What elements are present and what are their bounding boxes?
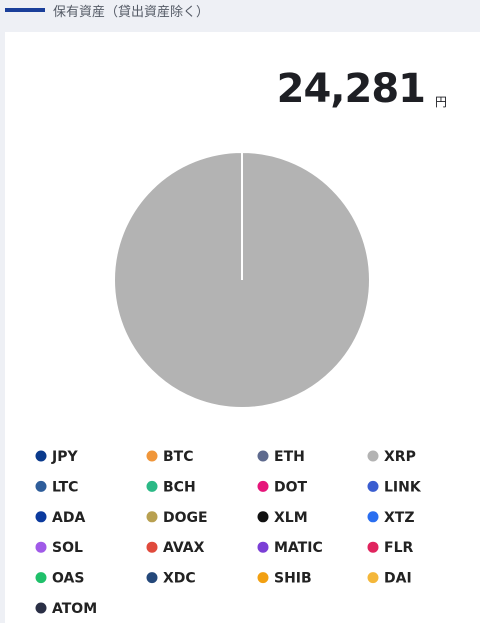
legend-marker bbox=[367, 511, 379, 523]
legend-marker bbox=[257, 572, 269, 584]
total-amount: 24,281 bbox=[276, 66, 426, 112]
legend-marker bbox=[35, 602, 47, 614]
legend-label: AVAX bbox=[163, 540, 205, 556]
legend-label: SOL bbox=[52, 540, 83, 556]
legend-marker bbox=[35, 511, 47, 523]
legend-marker bbox=[257, 480, 269, 492]
legend-marker bbox=[35, 450, 47, 462]
legend-label: JPY bbox=[51, 449, 78, 465]
legend-marker bbox=[367, 480, 379, 492]
legend-label: LINK bbox=[384, 479, 422, 495]
legend-label: BCH bbox=[163, 479, 196, 495]
legend-label: BTC bbox=[163, 449, 194, 465]
legend-marker bbox=[367, 450, 379, 462]
legend-label: XDC bbox=[163, 571, 196, 587]
legend-marker bbox=[35, 480, 47, 492]
legend-label: OAS bbox=[52, 571, 84, 587]
legend-label: ATOM bbox=[52, 601, 97, 617]
legend-label: DOGE bbox=[163, 510, 208, 526]
legend-label: DOT bbox=[274, 479, 308, 495]
legend-label: XRP bbox=[384, 449, 416, 465]
legend-marker bbox=[146, 511, 158, 523]
legend-marker bbox=[257, 450, 269, 462]
legend-label: DAI bbox=[384, 571, 412, 587]
legend-marker bbox=[257, 541, 269, 553]
legend-label: ETH bbox=[274, 449, 305, 465]
legend-marker bbox=[146, 541, 158, 553]
legend-marker bbox=[257, 511, 269, 523]
section-title: 保有資産（貸出資産除く） bbox=[53, 5, 210, 20]
legend-label: MATIC bbox=[274, 540, 323, 556]
legend-label: XLM bbox=[274, 510, 308, 526]
legend-label: SHIB bbox=[274, 571, 312, 587]
legend-marker bbox=[367, 572, 379, 584]
legend-label: LTC bbox=[52, 479, 78, 495]
header-accent bbox=[5, 8, 45, 12]
legend-label: ADA bbox=[52, 510, 85, 526]
legend-marker bbox=[146, 572, 158, 584]
total-unit: 円 bbox=[435, 95, 448, 109]
legend-marker bbox=[146, 450, 158, 462]
legend-marker bbox=[146, 480, 158, 492]
legend-label: XTZ bbox=[384, 510, 415, 526]
legend-marker bbox=[35, 541, 47, 553]
legend-marker bbox=[367, 541, 379, 553]
legend-marker bbox=[35, 572, 47, 584]
legend-label: FLR bbox=[384, 540, 413, 556]
